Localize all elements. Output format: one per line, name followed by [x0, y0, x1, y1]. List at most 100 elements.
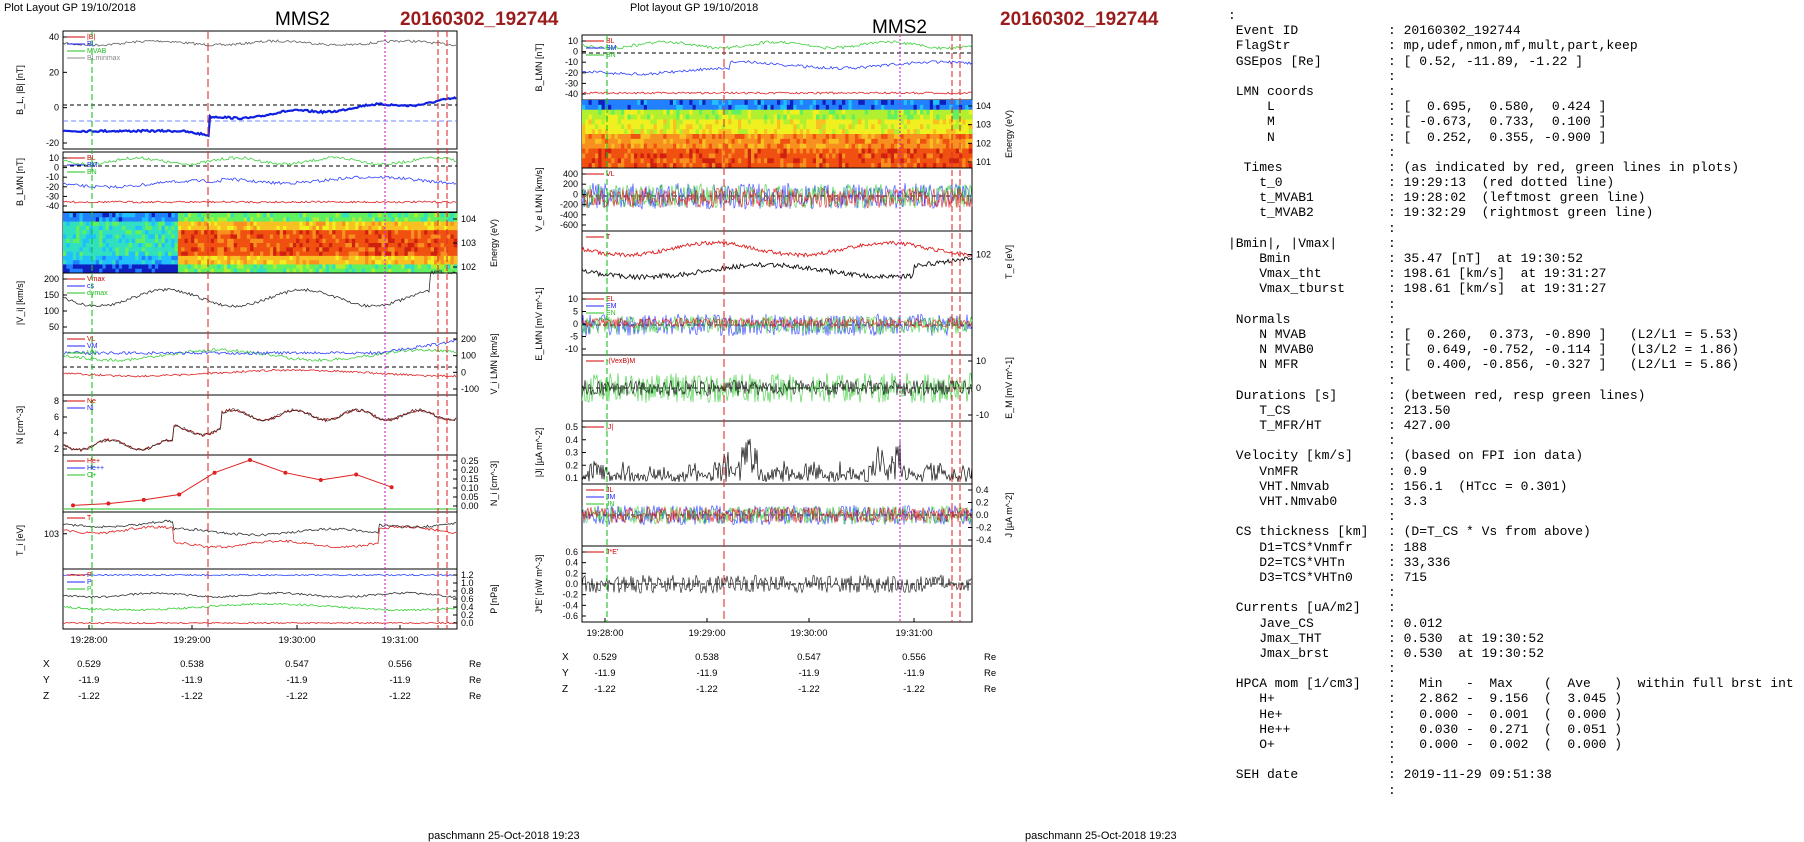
spectrogram-cell — [286, 251, 290, 257]
spectrogram-cell — [653, 134, 658, 140]
spectrogram-cell — [282, 234, 287, 240]
spectrogram-cell — [394, 221, 399, 227]
x-tick-label: 19:30:00 — [791, 628, 828, 639]
summary-row: : — [1228, 297, 1798, 312]
spectrogram-cell — [427, 225, 432, 231]
spectrogram-cell — [676, 119, 680, 125]
spectrogram-cell — [177, 255, 182, 261]
spectrogram-cell — [630, 100, 635, 106]
spectrogram-cell — [112, 255, 116, 261]
spectrogram-cell — [848, 114, 853, 120]
spectrogram-cell — [920, 114, 924, 120]
spectrogram-cell — [184, 243, 189, 248]
spectrogram-cell — [414, 230, 418, 235]
spectrogram-cell — [848, 148, 853, 154]
spectrogram-cell — [848, 143, 853, 149]
spectrogram-cell — [582, 104, 586, 111]
spectrogram-cell — [273, 230, 277, 235]
position-value: 0.547 — [797, 652, 821, 663]
y-tick-label: 0 — [573, 319, 578, 329]
spectrogram-cell — [148, 221, 153, 227]
spectrogram-cell — [269, 221, 274, 227]
spectrogram-cell — [936, 163, 940, 169]
spectrogram-cell — [256, 221, 261, 227]
spectrogram-cell — [754, 138, 758, 145]
spectrogram-cell — [890, 119, 895, 125]
spectrogram-cell — [790, 153, 794, 159]
spectrogram-cell — [751, 114, 755, 120]
spectrogram-cell — [773, 134, 778, 140]
spectrogram-cell — [286, 225, 290, 231]
spectrogram-cell — [95, 221, 100, 227]
spectrogram-cell — [777, 124, 781, 130]
spectrogram-cell — [411, 217, 415, 222]
spectrogram-cell — [812, 158, 817, 164]
spectrogram-cell — [108, 260, 113, 265]
spectrogram-cell — [223, 247, 228, 252]
spectrogram-cell — [260, 255, 264, 261]
spectrogram-cell — [881, 129, 885, 135]
spectrogram-cell — [374, 247, 379, 252]
spectrogram-cell — [715, 109, 719, 115]
spectrogram-cell — [835, 119, 840, 125]
spectrogram-cell — [884, 119, 888, 125]
spectrogram-cell — [243, 230, 248, 235]
spectrogram-cell — [424, 221, 428, 227]
spectrogram-cell — [282, 251, 287, 257]
summary-value: : — [1388, 752, 1396, 768]
spectrogram-cell — [250, 264, 254, 270]
spectrogram-cell — [89, 243, 93, 248]
spectrogram-cell — [92, 255, 97, 261]
spectrogram-cell — [643, 100, 648, 106]
spectrogram-cell — [884, 158, 888, 164]
spectrogram-cell — [900, 153, 905, 159]
spectrogram-cell — [381, 247, 386, 252]
summary-value: : — [1388, 433, 1396, 449]
spectrogram-cell — [660, 143, 664, 149]
spectrogram-cell — [718, 163, 723, 169]
spectrogram-cell — [585, 114, 589, 120]
spectrogram-cell — [118, 268, 123, 274]
summary-key — [1228, 297, 1388, 312]
spectrogram-cell — [816, 114, 820, 120]
summary-row: N MVAB0: [ 0.649, -0.752, -0.114 ] (L3/L… — [1228, 342, 1798, 357]
spectrogram-cell — [647, 100, 651, 106]
summary-value: : 0.530 at 19:30:52 — [1388, 630, 1545, 646]
spectrogram-cell — [900, 148, 905, 154]
spectrogram-cell — [233, 234, 238, 240]
summary-value: : 20160302_192744 — [1388, 23, 1521, 39]
y-axis-label: N [cm^-3] — [15, 406, 25, 444]
summary-key: CS thickness [km] — [1228, 524, 1369, 540]
spectrogram-cell — [747, 119, 752, 125]
spectrogram-cell — [105, 255, 110, 261]
spectrogram-cell — [309, 225, 313, 231]
spectrogram-cell — [279, 230, 284, 235]
spectrogram-cell — [848, 129, 853, 135]
spectrogram-cell — [582, 124, 586, 130]
spectrogram-cell — [933, 129, 937, 135]
spectrogram-cell — [122, 230, 126, 235]
spectrogram-cell — [388, 264, 392, 270]
spectrogram-cell — [440, 260, 445, 265]
he-plus-plus-point — [71, 503, 75, 508]
spectrogram-cell — [450, 238, 455, 244]
spectrogram-cell — [217, 234, 221, 240]
spectrogram-cell — [63, 238, 67, 244]
spectrogram-cell — [923, 158, 927, 164]
spectrogram-cell — [374, 225, 379, 231]
spectrogram-cell — [368, 247, 373, 252]
spectrogram-cell — [864, 129, 869, 135]
spectrogram-cell — [764, 119, 768, 125]
spectrogram-cell — [708, 163, 713, 169]
spectrogram-cell — [368, 268, 373, 274]
spectrogram-cell — [653, 143, 658, 149]
spectrogram-cell — [194, 238, 199, 244]
spectrogram-cell — [296, 213, 300, 218]
spectrogram-cell — [351, 213, 356, 218]
spectrogram-cell — [371, 225, 376, 231]
spectrogram-cell — [832, 124, 836, 130]
spectrogram-cell — [705, 119, 710, 125]
spectrogram-cell — [790, 114, 794, 120]
spectrogram-cell — [790, 138, 794, 145]
spectrogram-cell — [780, 143, 784, 149]
